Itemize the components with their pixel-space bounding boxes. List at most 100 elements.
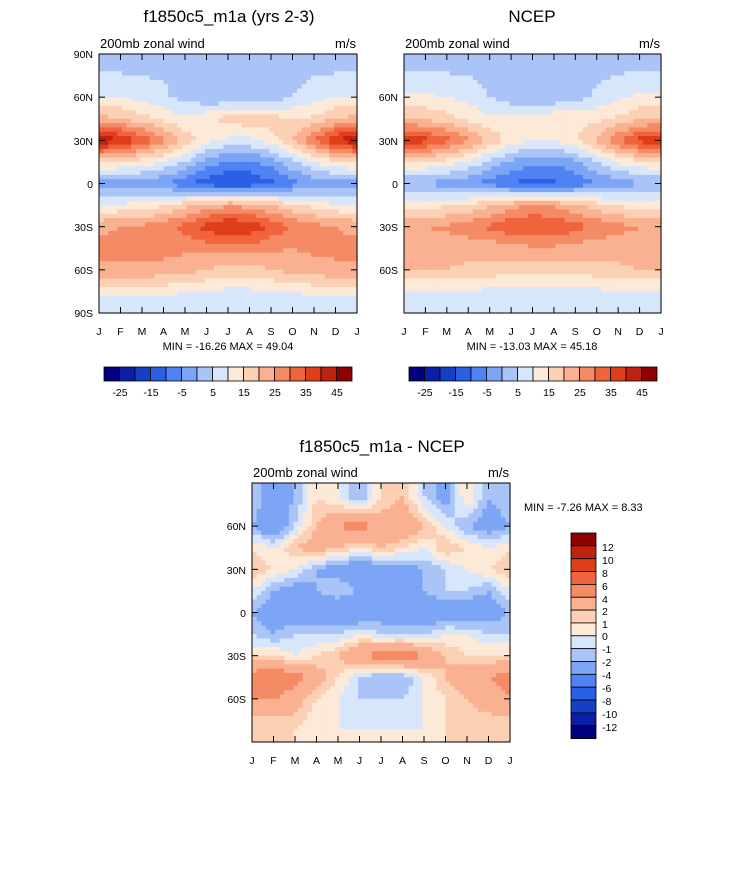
heat-cell bbox=[260, 114, 266, 120]
heat-cell bbox=[315, 75, 321, 81]
heat-cell bbox=[656, 66, 662, 72]
heat-cell bbox=[191, 62, 197, 68]
heat-cell bbox=[651, 161, 658, 167]
heat-cell bbox=[135, 252, 142, 258]
heat-cell bbox=[232, 183, 238, 189]
heat-cell bbox=[112, 205, 119, 210]
heat-cell bbox=[122, 282, 128, 288]
heat-cell bbox=[301, 287, 307, 293]
heat-cell bbox=[237, 252, 243, 258]
heat-cell bbox=[214, 166, 220, 172]
heat-cell bbox=[463, 110, 469, 116]
heat-cell bbox=[292, 62, 298, 68]
heat-cell bbox=[610, 123, 616, 128]
heat-cell bbox=[454, 123, 460, 128]
heat-cell bbox=[255, 235, 261, 241]
heat-cell bbox=[246, 66, 252, 72]
heat-cell bbox=[413, 88, 419, 94]
heat-cell bbox=[140, 282, 146, 288]
heat-cell bbox=[237, 218, 243, 223]
heat-cell bbox=[642, 92, 648, 98]
heat-cell bbox=[112, 230, 119, 236]
heat-cell bbox=[103, 75, 109, 81]
heat-cell bbox=[306, 114, 312, 120]
heat-cell bbox=[181, 71, 188, 77]
heat-cell bbox=[523, 97, 529, 103]
heat-cell bbox=[564, 123, 570, 128]
heat-cell bbox=[181, 153, 188, 159]
colorbar-label: 45 bbox=[331, 387, 343, 399]
heat-cell bbox=[278, 71, 284, 77]
heat-cell bbox=[108, 218, 114, 223]
heat-cell bbox=[163, 213, 169, 219]
heat-cell bbox=[449, 114, 456, 120]
heat-cell bbox=[301, 54, 307, 59]
heat-cell bbox=[343, 174, 349, 180]
heat-cell bbox=[251, 88, 257, 94]
heat-cell bbox=[333, 282, 340, 288]
heat-cell bbox=[264, 269, 271, 275]
heat-cell bbox=[140, 235, 146, 241]
heat-cell bbox=[324, 230, 330, 236]
heat-cell bbox=[417, 92, 423, 98]
heat-cell bbox=[422, 84, 428, 90]
heat-cell bbox=[514, 170, 520, 176]
heat-cell bbox=[241, 140, 248, 146]
heat-cell bbox=[445, 71, 451, 77]
heat-cell bbox=[306, 161, 312, 167]
heat-cell bbox=[422, 170, 428, 176]
heat-cell bbox=[320, 265, 326, 271]
heat-cell bbox=[592, 148, 598, 154]
heat-cell bbox=[204, 213, 211, 219]
heat-cell bbox=[550, 92, 557, 98]
heat-cell bbox=[573, 84, 579, 90]
heat-cell bbox=[440, 79, 446, 85]
heat-cell bbox=[647, 161, 653, 167]
heat-cell bbox=[656, 123, 662, 128]
heat-cell bbox=[320, 170, 326, 176]
heat-cell bbox=[333, 71, 340, 77]
heat-cell bbox=[504, 140, 511, 146]
heat-cell bbox=[615, 136, 621, 141]
heat-cell bbox=[108, 54, 114, 59]
heat-cell bbox=[103, 291, 109, 297]
heat-cell bbox=[278, 123, 284, 128]
heat-cell bbox=[241, 200, 248, 206]
heat-cell bbox=[191, 157, 197, 163]
heat-cell bbox=[135, 174, 142, 180]
heat-cell bbox=[99, 196, 105, 202]
heat-cell bbox=[633, 97, 639, 103]
heat-cell bbox=[546, 79, 552, 85]
heat-cell bbox=[191, 269, 197, 275]
heat-cell bbox=[135, 71, 142, 77]
heat-cell bbox=[417, 127, 423, 133]
heat-cell bbox=[292, 213, 298, 219]
heat-cell bbox=[191, 84, 197, 90]
heat-cell bbox=[177, 261, 183, 267]
colorbar-label: 5 bbox=[210, 387, 216, 399]
heat-cell bbox=[218, 205, 224, 210]
heat-cell bbox=[287, 252, 294, 258]
heat-cell bbox=[260, 183, 266, 189]
heat-cell bbox=[343, 187, 349, 193]
heat-cell bbox=[306, 136, 312, 141]
heat-cell bbox=[204, 62, 211, 68]
heat-cell bbox=[274, 248, 280, 254]
heat-cell bbox=[555, 148, 561, 154]
heat-cell bbox=[537, 75, 543, 81]
heat-cell bbox=[463, 127, 469, 133]
heat-cell bbox=[228, 230, 234, 236]
heat-cell bbox=[126, 209, 132, 215]
heat-cell bbox=[292, 252, 298, 258]
heat-cell bbox=[436, 118, 442, 124]
heat-cell bbox=[605, 97, 612, 103]
heat-cell bbox=[149, 161, 155, 167]
heat-cell bbox=[440, 105, 446, 111]
heat-cell bbox=[122, 205, 128, 210]
heat-cell bbox=[246, 274, 252, 280]
heat-cell bbox=[154, 157, 160, 163]
heat-cell bbox=[605, 54, 612, 59]
heat-cell bbox=[154, 105, 160, 111]
heat-cell bbox=[177, 58, 183, 64]
heat-cell bbox=[509, 66, 515, 72]
